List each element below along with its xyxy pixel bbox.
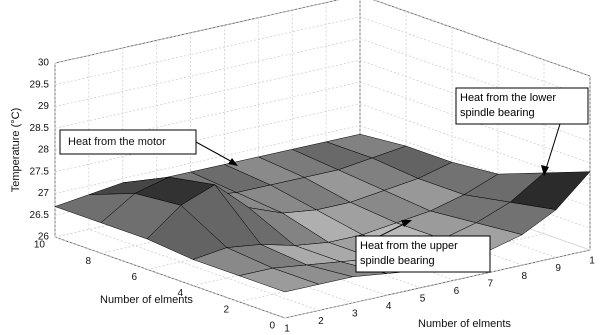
z-axis-label: Temperature (°C) xyxy=(10,108,22,192)
grid-line xyxy=(88,229,320,311)
annotation-box xyxy=(59,129,197,155)
box-edge xyxy=(372,0,591,77)
y-tick-label: 6 xyxy=(131,272,137,283)
arrowhead xyxy=(228,158,238,166)
z-tick-label: 30 xyxy=(38,58,50,69)
y-tick-label: 10 xyxy=(34,240,46,251)
z-tick-label: 29 xyxy=(38,101,50,112)
grid-line xyxy=(54,236,286,319)
grid-line xyxy=(54,59,361,129)
annotation-text: Heat from the motor xyxy=(68,136,166,148)
x-tick-label: 5 xyxy=(420,293,426,304)
grid-line xyxy=(359,125,591,207)
grid-line xyxy=(359,38,591,120)
x-tick-label: 6 xyxy=(454,286,460,297)
arrow xyxy=(195,141,237,165)
y-tick-label: 0 xyxy=(269,321,275,332)
surface-patch xyxy=(238,267,320,293)
y-tick-label: 4 xyxy=(177,288,183,299)
annotation-text: Heat from the upper spindle bearing xyxy=(360,240,458,267)
grid-line xyxy=(54,0,340,64)
annotation-wrap: Heat from the upper spindle bearing xyxy=(360,240,458,267)
x-tick-label: 8 xyxy=(521,271,527,282)
grid-line xyxy=(359,16,591,99)
z-tick-label: 29.5 xyxy=(30,79,50,90)
annotation: Heat from the upper spindle bearing xyxy=(355,220,491,273)
z-tick-label: 28 xyxy=(38,145,50,156)
x-tick-label: 4 xyxy=(386,301,392,312)
x-tick-label: 1 xyxy=(589,256,595,267)
y-axis-label: Number of elments xyxy=(100,294,193,306)
x-axis-label: Number of elments xyxy=(418,318,511,330)
grid-line xyxy=(359,103,591,186)
grid-line xyxy=(372,0,591,77)
grid-line xyxy=(284,249,591,319)
y-tick-label: 2 xyxy=(223,304,229,315)
z-tick-label: 26.5 xyxy=(30,210,50,221)
annotation-wrap: Heat from the lower spindle bearing xyxy=(460,92,556,119)
y-tick-label: 8 xyxy=(85,256,91,267)
x-tick-label: 9 xyxy=(555,263,561,274)
grid-line xyxy=(54,38,361,107)
z-tick-label: 27.5 xyxy=(30,166,50,177)
arrowhead xyxy=(401,220,412,227)
box-edge xyxy=(54,0,340,64)
annotation: Heat from the lower spindle bearing xyxy=(455,87,589,176)
z-tick-label: 26 xyxy=(38,232,50,243)
x-tick-label: 1 xyxy=(284,324,290,335)
z-tick-label: 28.5 xyxy=(30,123,50,134)
x-tick-label: 7 xyxy=(488,278,494,289)
z-tick-label: 27 xyxy=(38,188,50,199)
annotation-box xyxy=(355,235,491,273)
grid-line xyxy=(54,103,361,173)
annotation-text: Heat from the lower spindle bearing xyxy=(460,92,556,119)
arrowhead xyxy=(541,165,549,176)
grid-line xyxy=(54,125,361,194)
x-tick-label: 2 xyxy=(318,316,324,327)
arrow xyxy=(544,123,561,173)
annotation: Heat from the motor xyxy=(59,129,238,166)
x-tick-label: 3 xyxy=(352,309,358,320)
grid-line xyxy=(54,16,361,86)
annotation-box xyxy=(455,87,589,125)
